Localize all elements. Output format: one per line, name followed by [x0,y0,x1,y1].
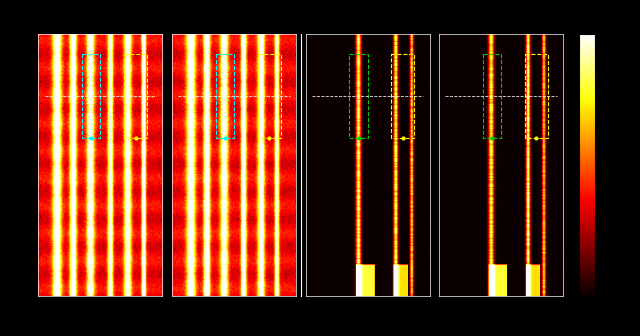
Text: Fig. 4. FSC and ...  FSC PD with doubled b...  images...  First col...: Fig. 4. FSC and ... FSC PD with doubled … [6,320,252,329]
Text: voltages of 6 V and 50 V.: voltages of 6 V and 50 V. [6,10,181,23]
Bar [525,54,548,138]
Bar [483,54,501,138]
Bar [392,54,414,138]
Bar [258,54,281,138]
X-axis label: mm: mm [226,313,242,322]
X-axis label: mm: mm [493,313,509,322]
Bar [124,54,147,138]
Bar [83,54,100,138]
Bar [216,54,234,138]
X-axis label: mm: mm [92,313,109,322]
X-axis label: mm: mm [360,313,376,322]
Bar [349,54,367,138]
